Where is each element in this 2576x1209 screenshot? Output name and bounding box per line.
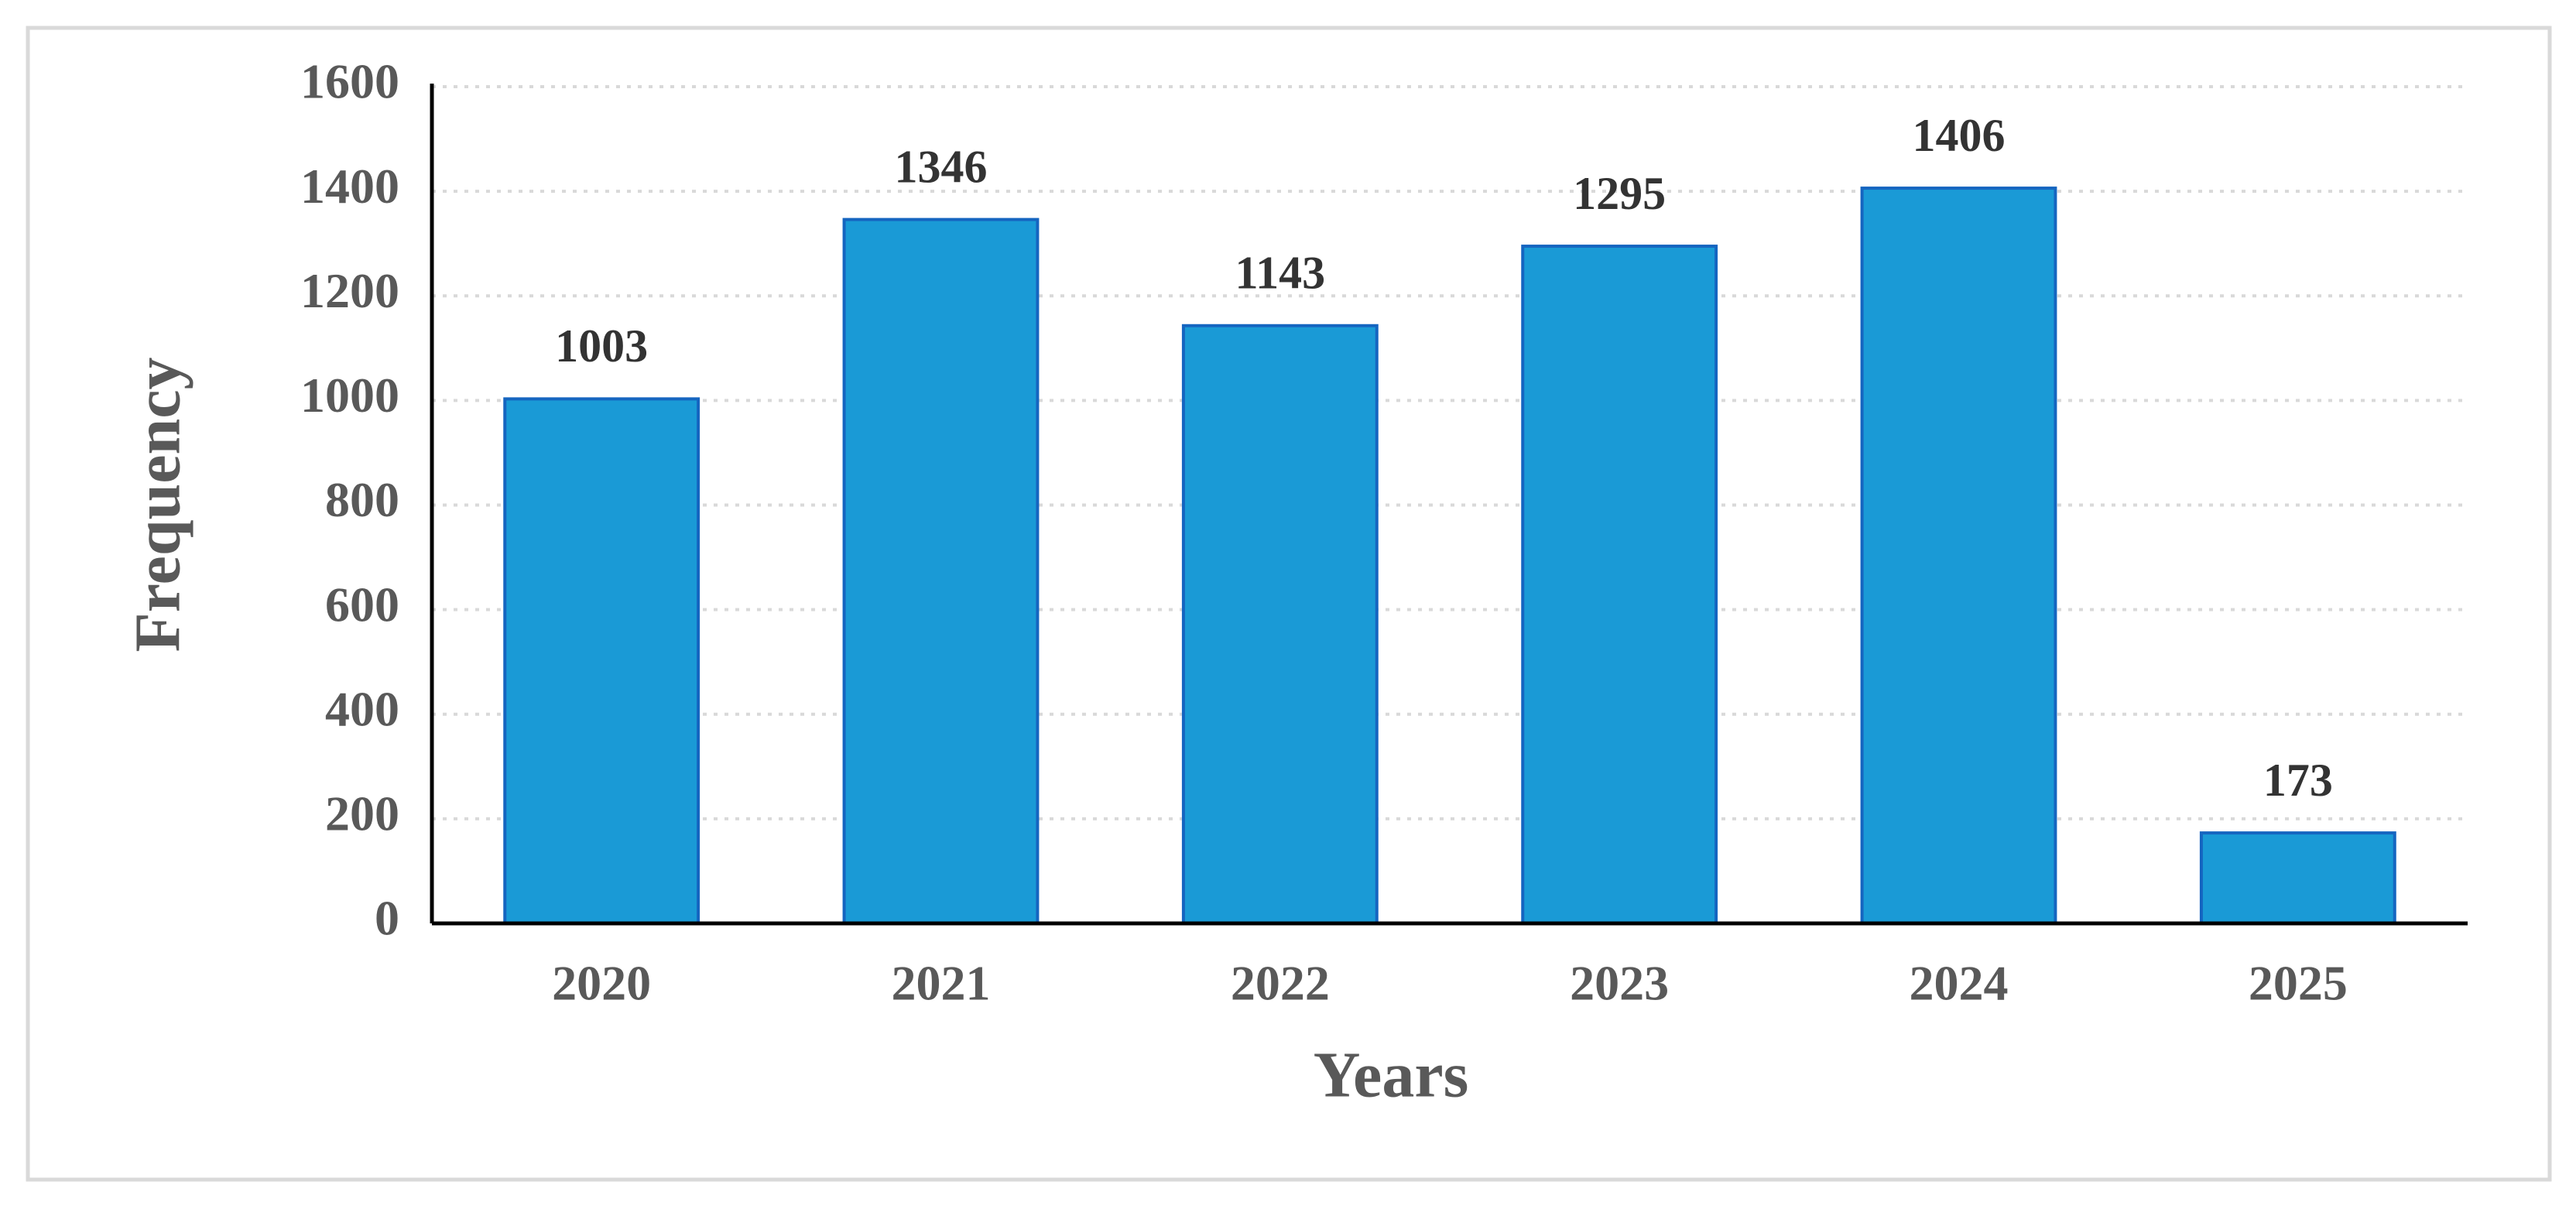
value-label: 1295 — [1573, 168, 1666, 219]
y-tick-label: 600 — [325, 577, 399, 632]
bar — [503, 397, 701, 925]
bar — [842, 217, 1040, 925]
y-tick-label: 1200 — [300, 263, 399, 318]
value-label: 1003 — [555, 320, 648, 372]
value-label: 1406 — [1913, 110, 2006, 161]
x-tick-label: 2021 — [892, 956, 991, 1011]
y-tick-label: 0 — [375, 891, 399, 946]
x-tick-label: 2023 — [1570, 956, 1669, 1011]
value-label: 1143 — [1235, 248, 1325, 299]
x-axis-title: Years — [1314, 1039, 1469, 1111]
y-tick-label: 800 — [325, 472, 399, 527]
x-tick-label: 2025 — [2249, 956, 2348, 1011]
y-tick-label: 200 — [325, 786, 399, 841]
value-label: 1346 — [895, 141, 988, 192]
x-tick-label: 2022 — [1231, 956, 1330, 1011]
bar — [1521, 245, 1718, 925]
x-tick-label: 2020 — [552, 956, 651, 1011]
y-axis-title: Frequency — [122, 357, 194, 652]
bar — [1181, 324, 1379, 925]
y-tick-label: 400 — [325, 681, 399, 736]
value-label: 173 — [2263, 755, 2333, 806]
bar — [1860, 187, 2057, 926]
y-tick-label: 1600 — [300, 54, 399, 109]
y-tick-label: 1400 — [300, 159, 399, 214]
y-tick-label: 1000 — [300, 368, 399, 423]
bar — [2199, 831, 2396, 925]
x-tick-label: 2024 — [1910, 956, 2009, 1011]
